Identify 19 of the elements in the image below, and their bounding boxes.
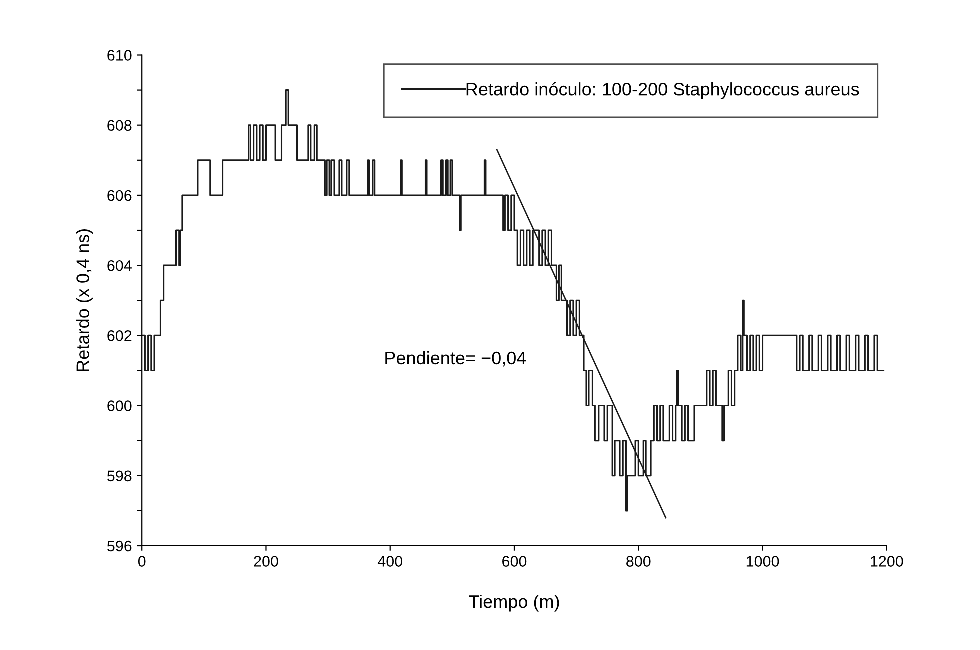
y-tick-label: 596 xyxy=(108,540,132,552)
legend-label: Retardo inóculo: 100-200 Staphylococcus aureus xyxy=(466,82,860,100)
x-axis-title: Tiempo (m) xyxy=(469,594,560,612)
x-tick-label: 200 xyxy=(254,556,278,567)
x-tick-label: 0 xyxy=(138,556,146,567)
y-tick-label: 600 xyxy=(108,400,132,412)
x-tick-label: 1200 xyxy=(871,556,904,567)
y-tick-label: 606 xyxy=(108,190,132,202)
x-tick-label: 400 xyxy=(378,556,403,567)
x-tick-label: 1000 xyxy=(746,556,780,567)
y-tick-label: 604 xyxy=(108,260,132,272)
annotation: Pendiente= −0,04 xyxy=(386,351,526,367)
y-tick-label: 598 xyxy=(108,470,132,482)
y-axis-title: Retardo (x 0,4 ns) xyxy=(76,229,93,372)
y-tick-label: 608 xyxy=(108,120,132,132)
x-tick-label: 800 xyxy=(626,556,651,567)
x-tick-label: 600 xyxy=(502,556,527,567)
y-tick-label: 610 xyxy=(108,50,132,61)
y-tick-label: 602 xyxy=(108,330,132,342)
